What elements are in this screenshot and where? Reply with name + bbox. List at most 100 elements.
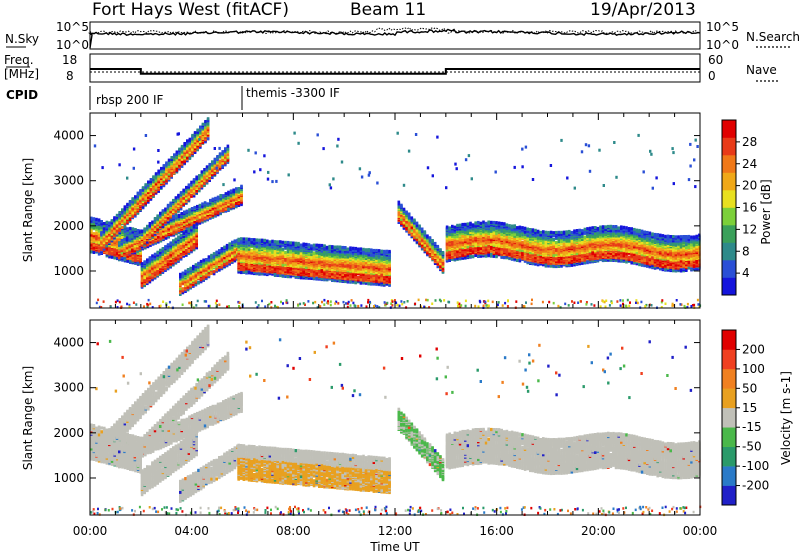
power-cell [295, 242, 298, 245]
power-cell [214, 197, 217, 200]
power-cell [123, 238, 126, 241]
power-cell [134, 228, 137, 231]
power-cell [208, 163, 211, 166]
power-cell [129, 257, 132, 260]
power-cell [198, 183, 201, 186]
power-cell [200, 260, 203, 263]
power-cell [172, 239, 175, 242]
power-cell [217, 196, 220, 199]
power-cell [118, 241, 121, 244]
noise-right-label: N.Search [746, 30, 800, 44]
power-cell [129, 227, 132, 230]
power-cell [339, 246, 342, 249]
power-cell [103, 227, 106, 230]
power-cell [167, 260, 170, 263]
power-cell [256, 238, 259, 241]
power-cell [106, 221, 109, 224]
power-cell [315, 244, 318, 247]
power-cell [194, 131, 197, 134]
power-cell [231, 241, 234, 244]
power-cell [218, 249, 221, 252]
power-cell [237, 238, 240, 241]
power-cell [328, 245, 331, 248]
power-cell [108, 222, 111, 225]
power-cell [183, 211, 186, 214]
power-cell [95, 232, 98, 235]
power-cell [336, 245, 339, 248]
power-cell [146, 258, 149, 261]
power-cell [186, 210, 189, 213]
power-cell [282, 241, 285, 244]
power-cell [334, 246, 337, 249]
power-cell [95, 218, 98, 221]
power-cell [176, 151, 179, 154]
power-cell [157, 236, 160, 239]
power-cell [331, 245, 334, 248]
power-cell [219, 152, 222, 155]
power-cell [292, 242, 295, 245]
power-cell [159, 212, 162, 215]
power-cell [258, 239, 261, 242]
power-cell [156, 251, 159, 254]
power-cell [258, 242, 261, 245]
power-cell [160, 186, 163, 189]
power-cell [276, 240, 279, 243]
power-cell [201, 202, 204, 205]
power-cell [222, 194, 225, 197]
power-cell [199, 126, 202, 129]
power-cell [180, 191, 183, 194]
power-panel: 1000200030004000 Slant Range [km] [21, 113, 701, 309]
power-cell [197, 281, 200, 284]
power-cell [202, 259, 205, 262]
power-cell [323, 244, 326, 247]
power-cell [187, 279, 190, 282]
power-cell [269, 240, 272, 243]
power-cell [230, 189, 233, 192]
power-cell [188, 208, 191, 211]
power-cell [165, 168, 168, 171]
power-cell [219, 160, 222, 163]
power-cell [205, 258, 208, 261]
power-cell [162, 209, 165, 212]
power-cell [177, 194, 180, 197]
power-cell [203, 168, 206, 171]
power-cell [201, 170, 204, 173]
power-cell [282, 248, 285, 251]
power-cell [208, 255, 211, 258]
power-cell [143, 227, 146, 230]
power-cell [202, 123, 205, 126]
power-cell [199, 204, 202, 207]
power-cell [292, 254, 295, 257]
power-cell [93, 232, 96, 235]
power-cell [240, 185, 243, 188]
power-cell [250, 249, 253, 252]
power-cell [160, 167, 163, 170]
power-cell [143, 260, 146, 263]
power-cell [341, 246, 344, 249]
power-cell [168, 159, 171, 162]
power-cell [263, 239, 266, 242]
power-cell [100, 236, 103, 239]
power-cell [232, 189, 235, 192]
power-cell [142, 194, 145, 197]
power-cell [169, 202, 172, 205]
power-cell [318, 244, 321, 247]
power-cell [195, 176, 198, 179]
power-cell [182, 272, 185, 275]
power-cell [151, 221, 154, 224]
power-cell [212, 198, 215, 201]
power-cell [157, 170, 160, 173]
power-cell [253, 238, 256, 241]
power-cell [126, 203, 129, 206]
power-cell [152, 175, 155, 178]
power-cell [297, 255, 300, 258]
power-cell [221, 165, 224, 168]
power-cell [175, 238, 178, 241]
power-cell [224, 154, 227, 157]
nave-tick-high: 60 [708, 53, 723, 67]
power-cell [98, 218, 101, 221]
power-cell [172, 215, 175, 218]
power-cell [215, 251, 218, 254]
power-cell [193, 224, 196, 227]
power-cell [126, 236, 129, 239]
